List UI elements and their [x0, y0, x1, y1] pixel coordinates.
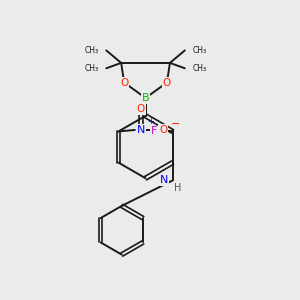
Text: O: O [163, 77, 171, 88]
Text: H: H [174, 183, 182, 193]
Text: N: N [160, 176, 168, 185]
Text: O: O [159, 125, 167, 135]
Text: −: − [170, 119, 180, 129]
Text: +: + [147, 117, 154, 126]
Text: O: O [137, 104, 145, 114]
Text: N: N [136, 125, 145, 135]
Text: CH₃: CH₃ [192, 46, 206, 55]
Text: CH₃: CH₃ [192, 64, 206, 73]
Text: F: F [151, 126, 157, 136]
Text: CH₃: CH₃ [85, 64, 99, 73]
Text: O: O [120, 77, 128, 88]
Text: CH₃: CH₃ [85, 46, 99, 55]
Text: B: B [142, 93, 149, 103]
